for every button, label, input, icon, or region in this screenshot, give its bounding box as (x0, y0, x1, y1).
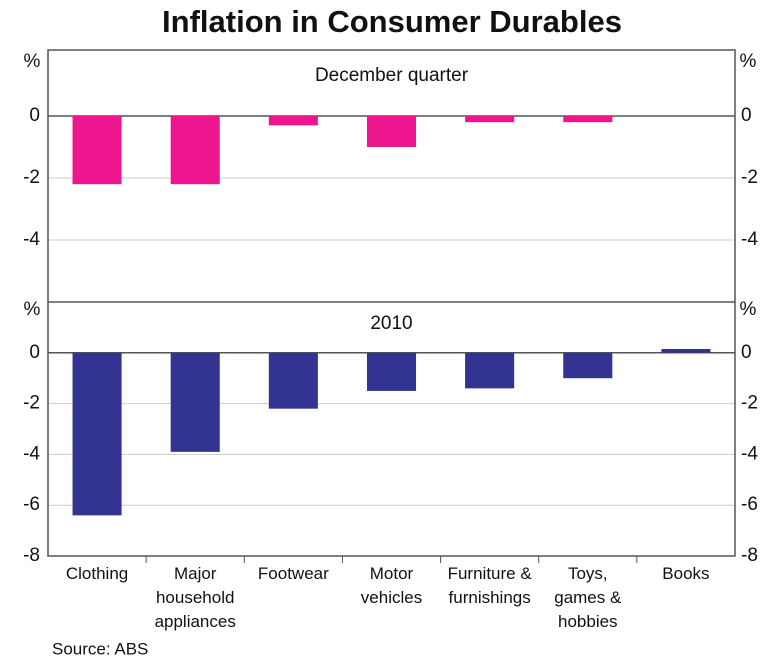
x-tick-label: Motor vehicles (361, 564, 422, 607)
y-tick-label-right: 0 (741, 105, 752, 126)
y-tick-label: -8 (23, 545, 40, 566)
source: Source: ABS (52, 639, 148, 658)
x-tick-label: Toys, games & hobbies (554, 564, 622, 631)
bar (268, 116, 318, 126)
bar (563, 116, 613, 123)
bar (661, 348, 711, 353)
x-tick-label: Footwear (258, 564, 329, 583)
y-tick-label: -6 (23, 494, 40, 515)
y-tick-label-right: -2 (741, 167, 758, 188)
bar (268, 352, 318, 409)
y-tick-label-right: -4 (741, 229, 758, 250)
y-tick-label-right: 0 (741, 342, 752, 363)
y-tick-label-right: -8 (741, 545, 758, 566)
bar (465, 116, 515, 123)
unit-label-right: % (740, 299, 757, 320)
plot-frame (47, 49, 736, 557)
y-tick-label-right: -6 (741, 494, 758, 515)
y-tick-label: -4 (23, 443, 40, 464)
x-tick-label: Books (662, 564, 709, 583)
bar (170, 116, 220, 185)
panel-subtitle: 2010 (370, 313, 412, 334)
chart-title: Inflation in Consumer Durables (162, 4, 622, 39)
y-tick-label: -2 (23, 393, 40, 414)
bar (465, 352, 515, 389)
x-tick-label: Clothing (66, 564, 128, 583)
panel-subtitle: December quarter (315, 65, 469, 86)
y-tick-label-right: -2 (741, 393, 758, 414)
y-tick-label: -4 (23, 229, 40, 250)
unit-label: % (24, 51, 41, 72)
bar (72, 352, 122, 516)
unit-label-right: % (740, 51, 757, 72)
y-tick-label: 0 (29, 342, 40, 363)
bar (563, 352, 613, 379)
y-tick-label-right: -4 (741, 443, 758, 464)
x-tick-label: Major household appliances (155, 564, 236, 631)
bar (366, 116, 417, 147)
y-tick-label: 0 (29, 105, 40, 126)
x-tick-label: Furniture & furnishings (448, 564, 533, 607)
bar (72, 116, 122, 185)
bar (170, 352, 220, 452)
unit-label: % (24, 299, 41, 320)
bar (366, 352, 417, 391)
y-tick-label: -2 (23, 167, 40, 188)
